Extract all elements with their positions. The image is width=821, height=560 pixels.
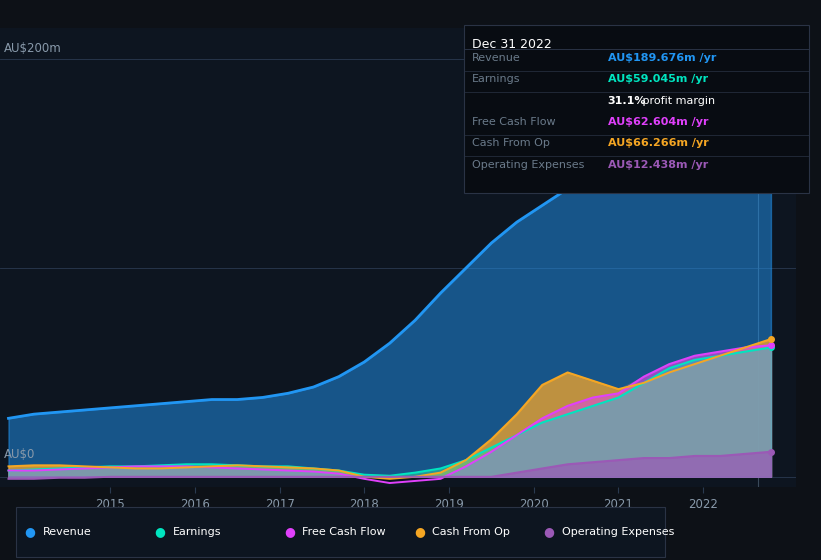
Text: Cash From Op: Cash From Op	[432, 527, 510, 537]
Text: Revenue: Revenue	[472, 53, 521, 63]
Text: Earnings: Earnings	[472, 74, 521, 85]
Text: AU$62.604m /yr: AU$62.604m /yr	[608, 117, 708, 127]
Text: ●: ●	[25, 525, 35, 539]
Text: AU$189.676m /yr: AU$189.676m /yr	[608, 53, 716, 63]
Text: AU$66.266m /yr: AU$66.266m /yr	[608, 138, 709, 148]
Text: profit margin: profit margin	[639, 96, 715, 106]
Text: Free Cash Flow: Free Cash Flow	[302, 527, 386, 537]
Point	[764, 341, 777, 350]
Text: ●: ●	[414, 525, 424, 539]
Text: Cash From Op: Cash From Op	[472, 138, 550, 148]
Text: Operating Expenses: Operating Expenses	[472, 160, 585, 170]
Text: ●: ●	[544, 525, 554, 539]
Text: ●: ●	[284, 525, 295, 539]
Text: Free Cash Flow: Free Cash Flow	[472, 117, 556, 127]
Point	[764, 343, 777, 352]
Text: AU$200m: AU$200m	[4, 42, 62, 55]
Text: Earnings: Earnings	[172, 527, 221, 537]
Text: Revenue: Revenue	[43, 527, 91, 537]
Text: ●: ●	[154, 525, 165, 539]
Text: AU$12.438m /yr: AU$12.438m /yr	[608, 160, 708, 170]
Text: Operating Expenses: Operating Expenses	[562, 527, 674, 537]
Point	[764, 334, 777, 343]
Text: AU$59.045m /yr: AU$59.045m /yr	[608, 74, 708, 85]
Point	[764, 447, 777, 456]
Text: AU$0: AU$0	[4, 448, 35, 461]
Text: 31.1%: 31.1%	[608, 96, 646, 106]
Point	[764, 76, 777, 85]
Text: Dec 31 2022: Dec 31 2022	[472, 38, 552, 50]
